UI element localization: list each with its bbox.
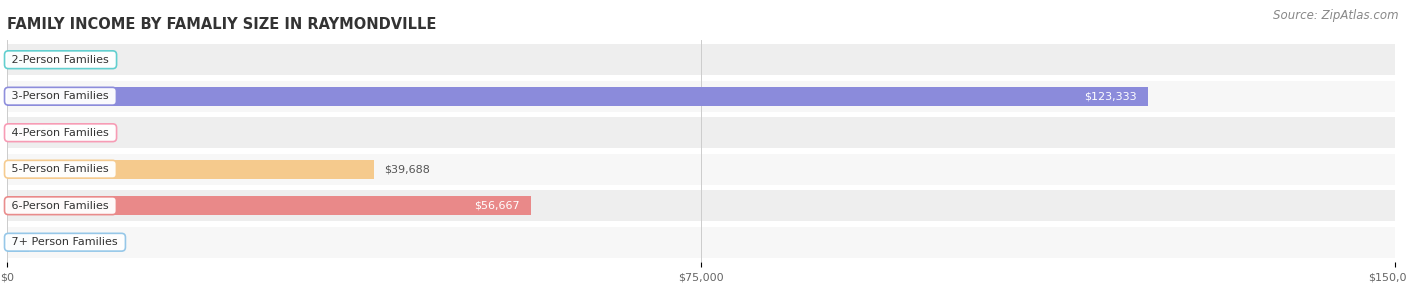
Text: $0: $0 xyxy=(39,55,53,65)
Text: 5-Person Families: 5-Person Families xyxy=(8,164,112,174)
Text: $123,333: $123,333 xyxy=(1084,91,1137,101)
Bar xyxy=(7,160,374,179)
Text: $56,667: $56,667 xyxy=(475,201,520,211)
Text: 7+ Person Families: 7+ Person Families xyxy=(8,237,121,247)
Bar xyxy=(7,196,531,215)
Bar xyxy=(7,44,1395,75)
Bar xyxy=(7,50,30,69)
Bar xyxy=(7,233,30,252)
Bar xyxy=(7,227,1395,258)
Text: $0: $0 xyxy=(39,237,53,247)
Text: 3-Person Families: 3-Person Families xyxy=(8,91,112,101)
Bar xyxy=(7,117,1395,148)
Bar xyxy=(7,81,1395,112)
Text: $0: $0 xyxy=(39,128,53,138)
Bar xyxy=(7,123,30,142)
Bar xyxy=(7,154,1395,185)
Bar xyxy=(7,87,1149,106)
Bar xyxy=(7,190,1395,221)
Text: 6-Person Families: 6-Person Families xyxy=(8,201,112,211)
Text: 4-Person Families: 4-Person Families xyxy=(8,128,112,138)
Text: FAMILY INCOME BY FAMALIY SIZE IN RAYMONDVILLE: FAMILY INCOME BY FAMALIY SIZE IN RAYMOND… xyxy=(7,16,436,31)
Text: 2-Person Families: 2-Person Families xyxy=(8,55,112,65)
Text: Source: ZipAtlas.com: Source: ZipAtlas.com xyxy=(1274,9,1399,22)
Text: $39,688: $39,688 xyxy=(384,164,430,174)
